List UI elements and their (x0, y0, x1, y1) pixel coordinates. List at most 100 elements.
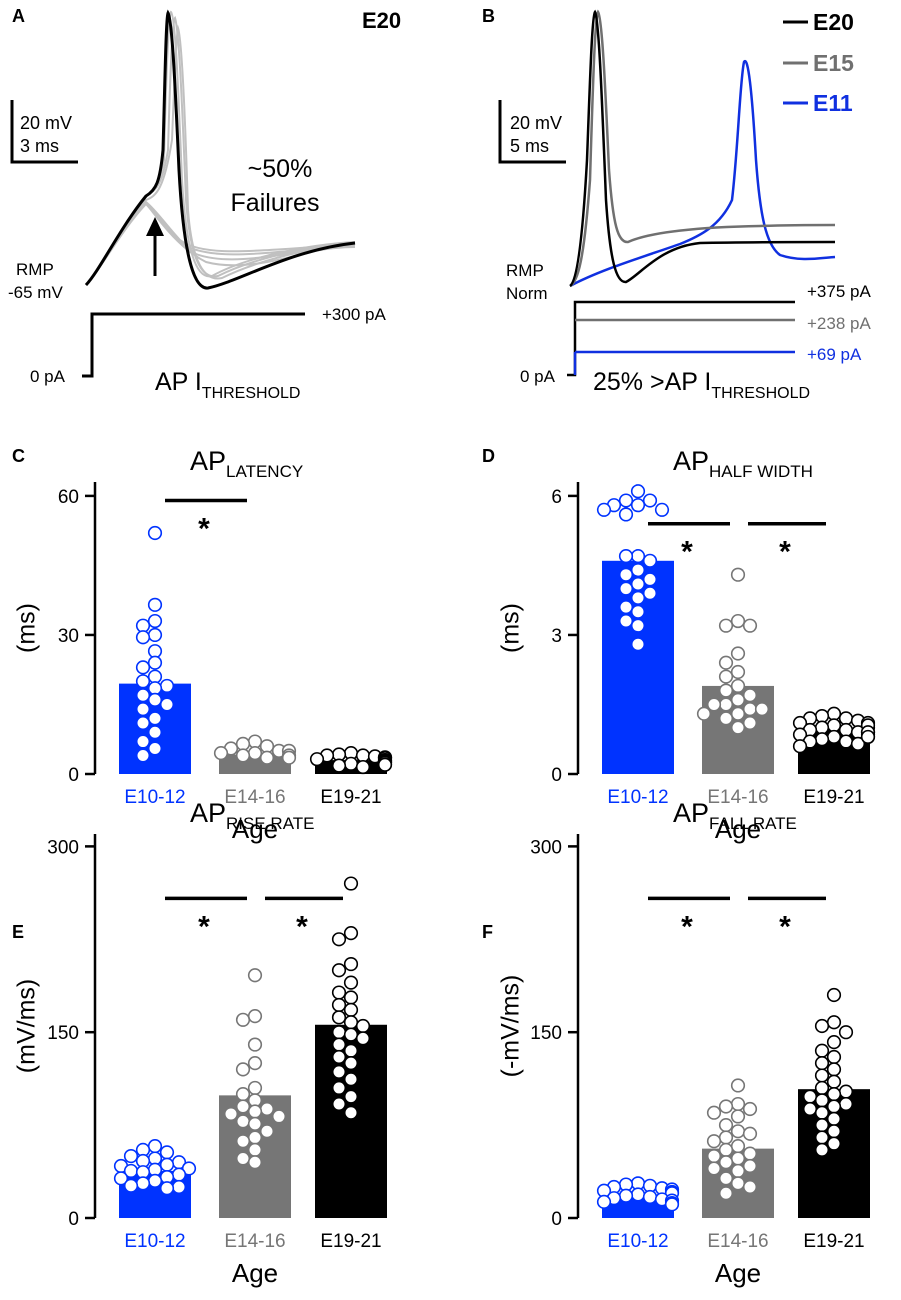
x-axis-label: Age (715, 814, 761, 844)
data-point-E10-12 (135, 702, 151, 717)
data-point-E10-12 (618, 613, 634, 629)
y-axis-label: (ms) (497, 603, 525, 653)
data-point-E14-16 (235, 1099, 251, 1114)
data-point-E19-21 (814, 1130, 830, 1145)
x-tick-label-E14-16: E14-16 (707, 1231, 768, 1252)
data-point-E19-21 (814, 708, 830, 724)
data-point-E14-16 (706, 1148, 722, 1164)
data-point-E10-12 (147, 1173, 163, 1188)
panel-a-grey-traces (85, 10, 356, 286)
panel-a-current-step (82, 312, 305, 378)
panel-a-arrow-head (146, 217, 164, 236)
panel-a-threshold-label: AP ITHRESHOLD (155, 368, 300, 402)
data-point-E19-21 (343, 956, 359, 972)
x-tick-label-E10-12: E10-12 (607, 1231, 668, 1252)
data-point-E10-12 (147, 655, 163, 670)
data-point-E19-21 (792, 739, 808, 754)
data-point-E14-16 (730, 720, 746, 735)
data-point-E19-21 (343, 1027, 359, 1042)
data-point-E14-16 (259, 1101, 275, 1117)
data-point-E14-16 (730, 1124, 746, 1139)
data-point-E14-16 (235, 1087, 251, 1102)
panel-b-threshold-main: 25% >AP I (593, 368, 711, 396)
data-point-E14-16 (742, 1179, 758, 1195)
x-tick-label-E14-16: E14-16 (707, 787, 768, 808)
data-point-E10-12 (630, 637, 646, 652)
significance-star: * (198, 513, 210, 546)
data-point-E19-21 (802, 1101, 818, 1117)
data-point-E19-21 (838, 1025, 854, 1040)
data-point-E14-16 (718, 1171, 734, 1186)
data-point-E10-12 (618, 600, 634, 615)
x-tick-label-E10-12: E10-12 (607, 787, 668, 808)
data-point-E14-16 (742, 702, 758, 717)
chart-title-main: AP (190, 798, 226, 828)
data-point-E10-12 (147, 613, 163, 629)
y-tick-label: 300 (530, 837, 562, 858)
data-point-E10-12 (618, 507, 634, 522)
data-point-E19-21 (343, 1043, 359, 1058)
data-point-E14-16 (730, 1163, 746, 1179)
data-point-E14-16 (235, 748, 251, 763)
panel-b-current-label-375: +375 pA (807, 282, 871, 301)
significance-star: * (681, 536, 693, 569)
data-point-E19-21 (814, 1018, 830, 1034)
data-point-E19-21 (355, 759, 371, 775)
data-point-E14-16 (259, 739, 275, 754)
data-point-E14-16 (235, 1151, 251, 1166)
data-point-E14-16 (730, 646, 746, 661)
data-point-E14-16 (259, 750, 275, 765)
data-point-E19-21 (331, 985, 347, 1000)
panel-a-threshold-main: AP I (155, 368, 202, 396)
data-point-E14-16 (247, 746, 263, 761)
data-point-E14-16 (696, 706, 712, 721)
data-point-E14-16 (271, 1109, 287, 1124)
data-point-E19-21 (826, 729, 842, 745)
data-point-E14-16 (281, 750, 297, 765)
data-point-E19-21 (814, 1080, 830, 1096)
panel-b-e11-trace (569, 59, 836, 288)
chart-title: APFALL RATE (673, 798, 797, 833)
data-point-E14-16 (718, 618, 734, 633)
data-point-E14-16 (742, 715, 758, 731)
x-tick-label-E14-16: E14-16 (224, 1231, 285, 1252)
y-axis-label: (-mV/ms) (497, 975, 525, 1078)
panel-b-letter: B (482, 6, 495, 26)
data-point-E14-16 (730, 1109, 746, 1124)
data-point-E19-21 (343, 975, 359, 990)
data-point-E14-16 (718, 711, 734, 726)
data-point-E14-16 (742, 1146, 758, 1161)
data-point-E19-21 (838, 1096, 854, 1112)
panel-b: B E20 E15 E11 20 mV 5 ms RMP Norm 0 pA +… (482, 6, 871, 402)
data-point-E19-21 (814, 720, 830, 735)
y-axis-label: (mV/ms) (13, 979, 41, 1073)
data-point-E14-16 (730, 706, 746, 721)
data-point-E19-21 (826, 1087, 842, 1102)
y-tick-label: 60 (58, 487, 79, 508)
data-point-E10-12 (618, 581, 634, 596)
y-axis-label: (ms) (13, 603, 41, 653)
data-point-E10-12 (147, 681, 163, 696)
y-tick-label: 30 (58, 626, 79, 647)
data-point-E19-21 (377, 757, 393, 772)
panel-letter: C (12, 446, 25, 466)
data-point-E10-12 (630, 576, 646, 592)
data-point-E19-21 (814, 1068, 830, 1083)
data-point-E19-21 (355, 1018, 371, 1034)
data-point-E14-16 (235, 1062, 251, 1077)
x-tick-label-E14-16: E14-16 (224, 787, 285, 808)
panel-b-threshold-label: 25% >AP ITHRESHOLD (593, 368, 810, 402)
data-point-E19-21 (826, 1074, 842, 1089)
data-point-E19-21 (826, 1099, 842, 1114)
data-point-E19-21 (814, 1105, 830, 1120)
panel-b-scale-voltage: 20 mV (510, 113, 562, 133)
data-point-E19-21 (331, 932, 347, 947)
data-point-E14-16 (247, 734, 263, 749)
data-point-E14-16 (718, 669, 734, 684)
data-point-E14-16 (730, 678, 746, 694)
data-point-E19-21 (331, 1080, 347, 1096)
data-point-E19-21 (826, 706, 842, 721)
data-point-E10-12 (159, 1157, 175, 1172)
data-point-E10-12 (135, 618, 151, 633)
x-tick-label-E10-12: E10-12 (124, 1231, 185, 1252)
